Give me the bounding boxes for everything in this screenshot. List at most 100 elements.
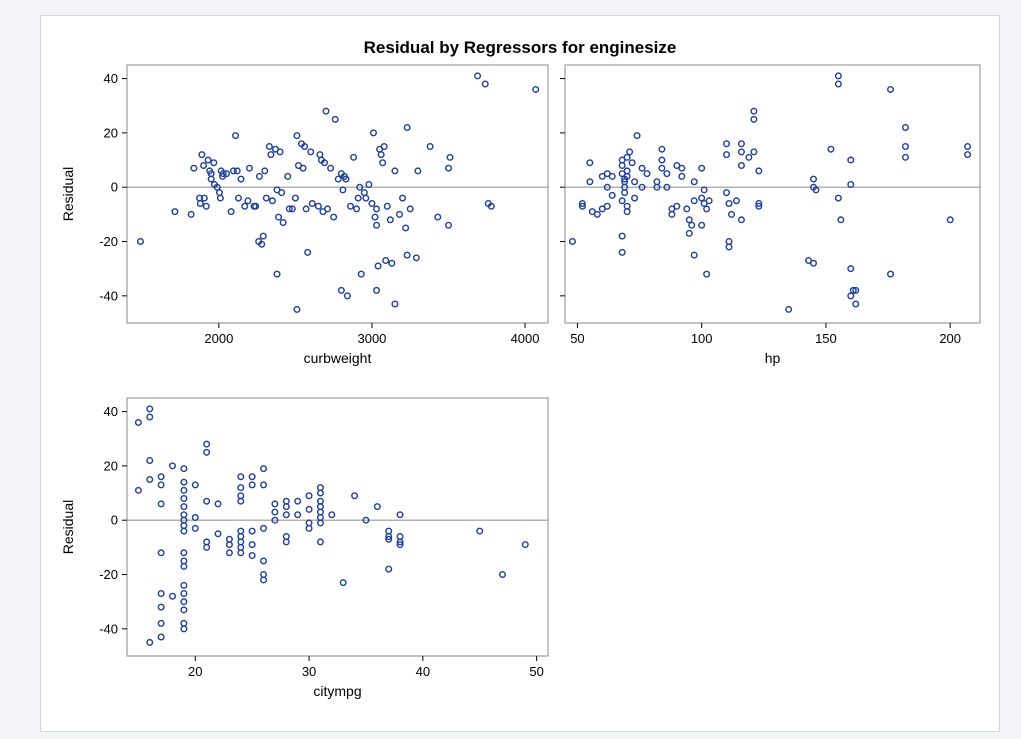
data-point [638,164,646,172]
data-point [245,164,253,172]
data-point [322,107,330,115]
data-point [658,164,666,172]
data-point [327,164,335,172]
data-point [444,221,452,229]
data-point [202,202,210,210]
data-point [285,205,293,213]
data-point [723,140,731,148]
data-point [146,638,154,646]
data-point [308,200,316,208]
data-point [812,186,820,194]
data-point [382,257,390,265]
data-point [134,486,142,494]
data-point [204,156,212,164]
data-point [214,530,222,538]
data-point [284,172,292,180]
data-point [678,172,686,180]
data-point [626,148,634,156]
y-tick-label: 0 [111,180,118,195]
data-point [396,511,404,519]
data-point [219,170,227,178]
data-point [146,413,154,421]
data-point [275,213,283,221]
data-point [248,473,256,481]
data-point [214,500,222,508]
x-tick-label: 200 [939,331,961,346]
x-tick-label: 50 [529,664,543,679]
data-point [685,229,693,237]
data-point [330,213,338,221]
data-point [371,213,379,221]
data-point [260,481,268,489]
data-point [232,132,240,140]
data-point [732,197,740,205]
data-point [180,562,188,570]
data-point [399,194,407,202]
data-point [586,178,594,186]
data-point [354,194,362,202]
x-axis-label: curbweight [304,350,372,366]
data-point [203,497,211,505]
data-point [180,503,188,511]
data-point [180,598,188,606]
data-point [278,189,286,197]
data-point [847,292,855,300]
data-point [324,205,332,213]
data-point [403,123,411,131]
data-point [157,603,165,611]
data-point [700,186,708,194]
data-point [737,140,745,148]
y-tick-label: -40 [99,288,118,303]
data-point [200,161,208,169]
data-point [385,535,393,543]
data-point [203,543,211,551]
y-tick-label: 20 [104,458,118,473]
data-point [474,72,482,80]
data-point [532,85,540,93]
chart-title: Residual by Regressors for enginesize [364,38,677,57]
data-point [157,500,165,508]
data-point [481,80,489,88]
data-point [180,549,188,557]
data-point [373,286,381,294]
data-point [293,305,301,313]
data-point [248,552,256,560]
data-point [434,213,442,221]
data-point [568,238,576,246]
data-point [299,164,307,172]
data-point [241,202,249,210]
data-point [379,159,387,167]
data-point [698,221,706,229]
plot-area [126,64,549,324]
data-point [190,164,198,172]
x-tick-label: 2000 [204,331,233,346]
data-point [260,576,268,584]
data-point [396,541,404,549]
data-point [621,189,629,197]
data-point [316,538,324,546]
data-points [568,72,972,313]
data-point [688,221,696,229]
data-point [244,197,252,205]
data-point [157,590,165,598]
data-point [593,210,601,218]
data-point [271,508,279,516]
data-point [294,497,302,505]
data-point [901,153,909,161]
data-point [288,205,296,213]
data-point [964,151,972,159]
x-tick-label: 50 [570,331,584,346]
y-tick-label: 0 [111,513,118,528]
x-axis-label: citympg [313,683,361,699]
data-point [521,541,529,549]
data-point [237,175,245,183]
data-point [834,72,842,80]
data-point [698,194,706,202]
data-point [631,194,639,202]
x-tick-label: 40 [416,664,430,679]
data-point [663,183,671,191]
data-point [603,202,611,210]
data-point [406,205,414,213]
data-point [196,200,204,208]
